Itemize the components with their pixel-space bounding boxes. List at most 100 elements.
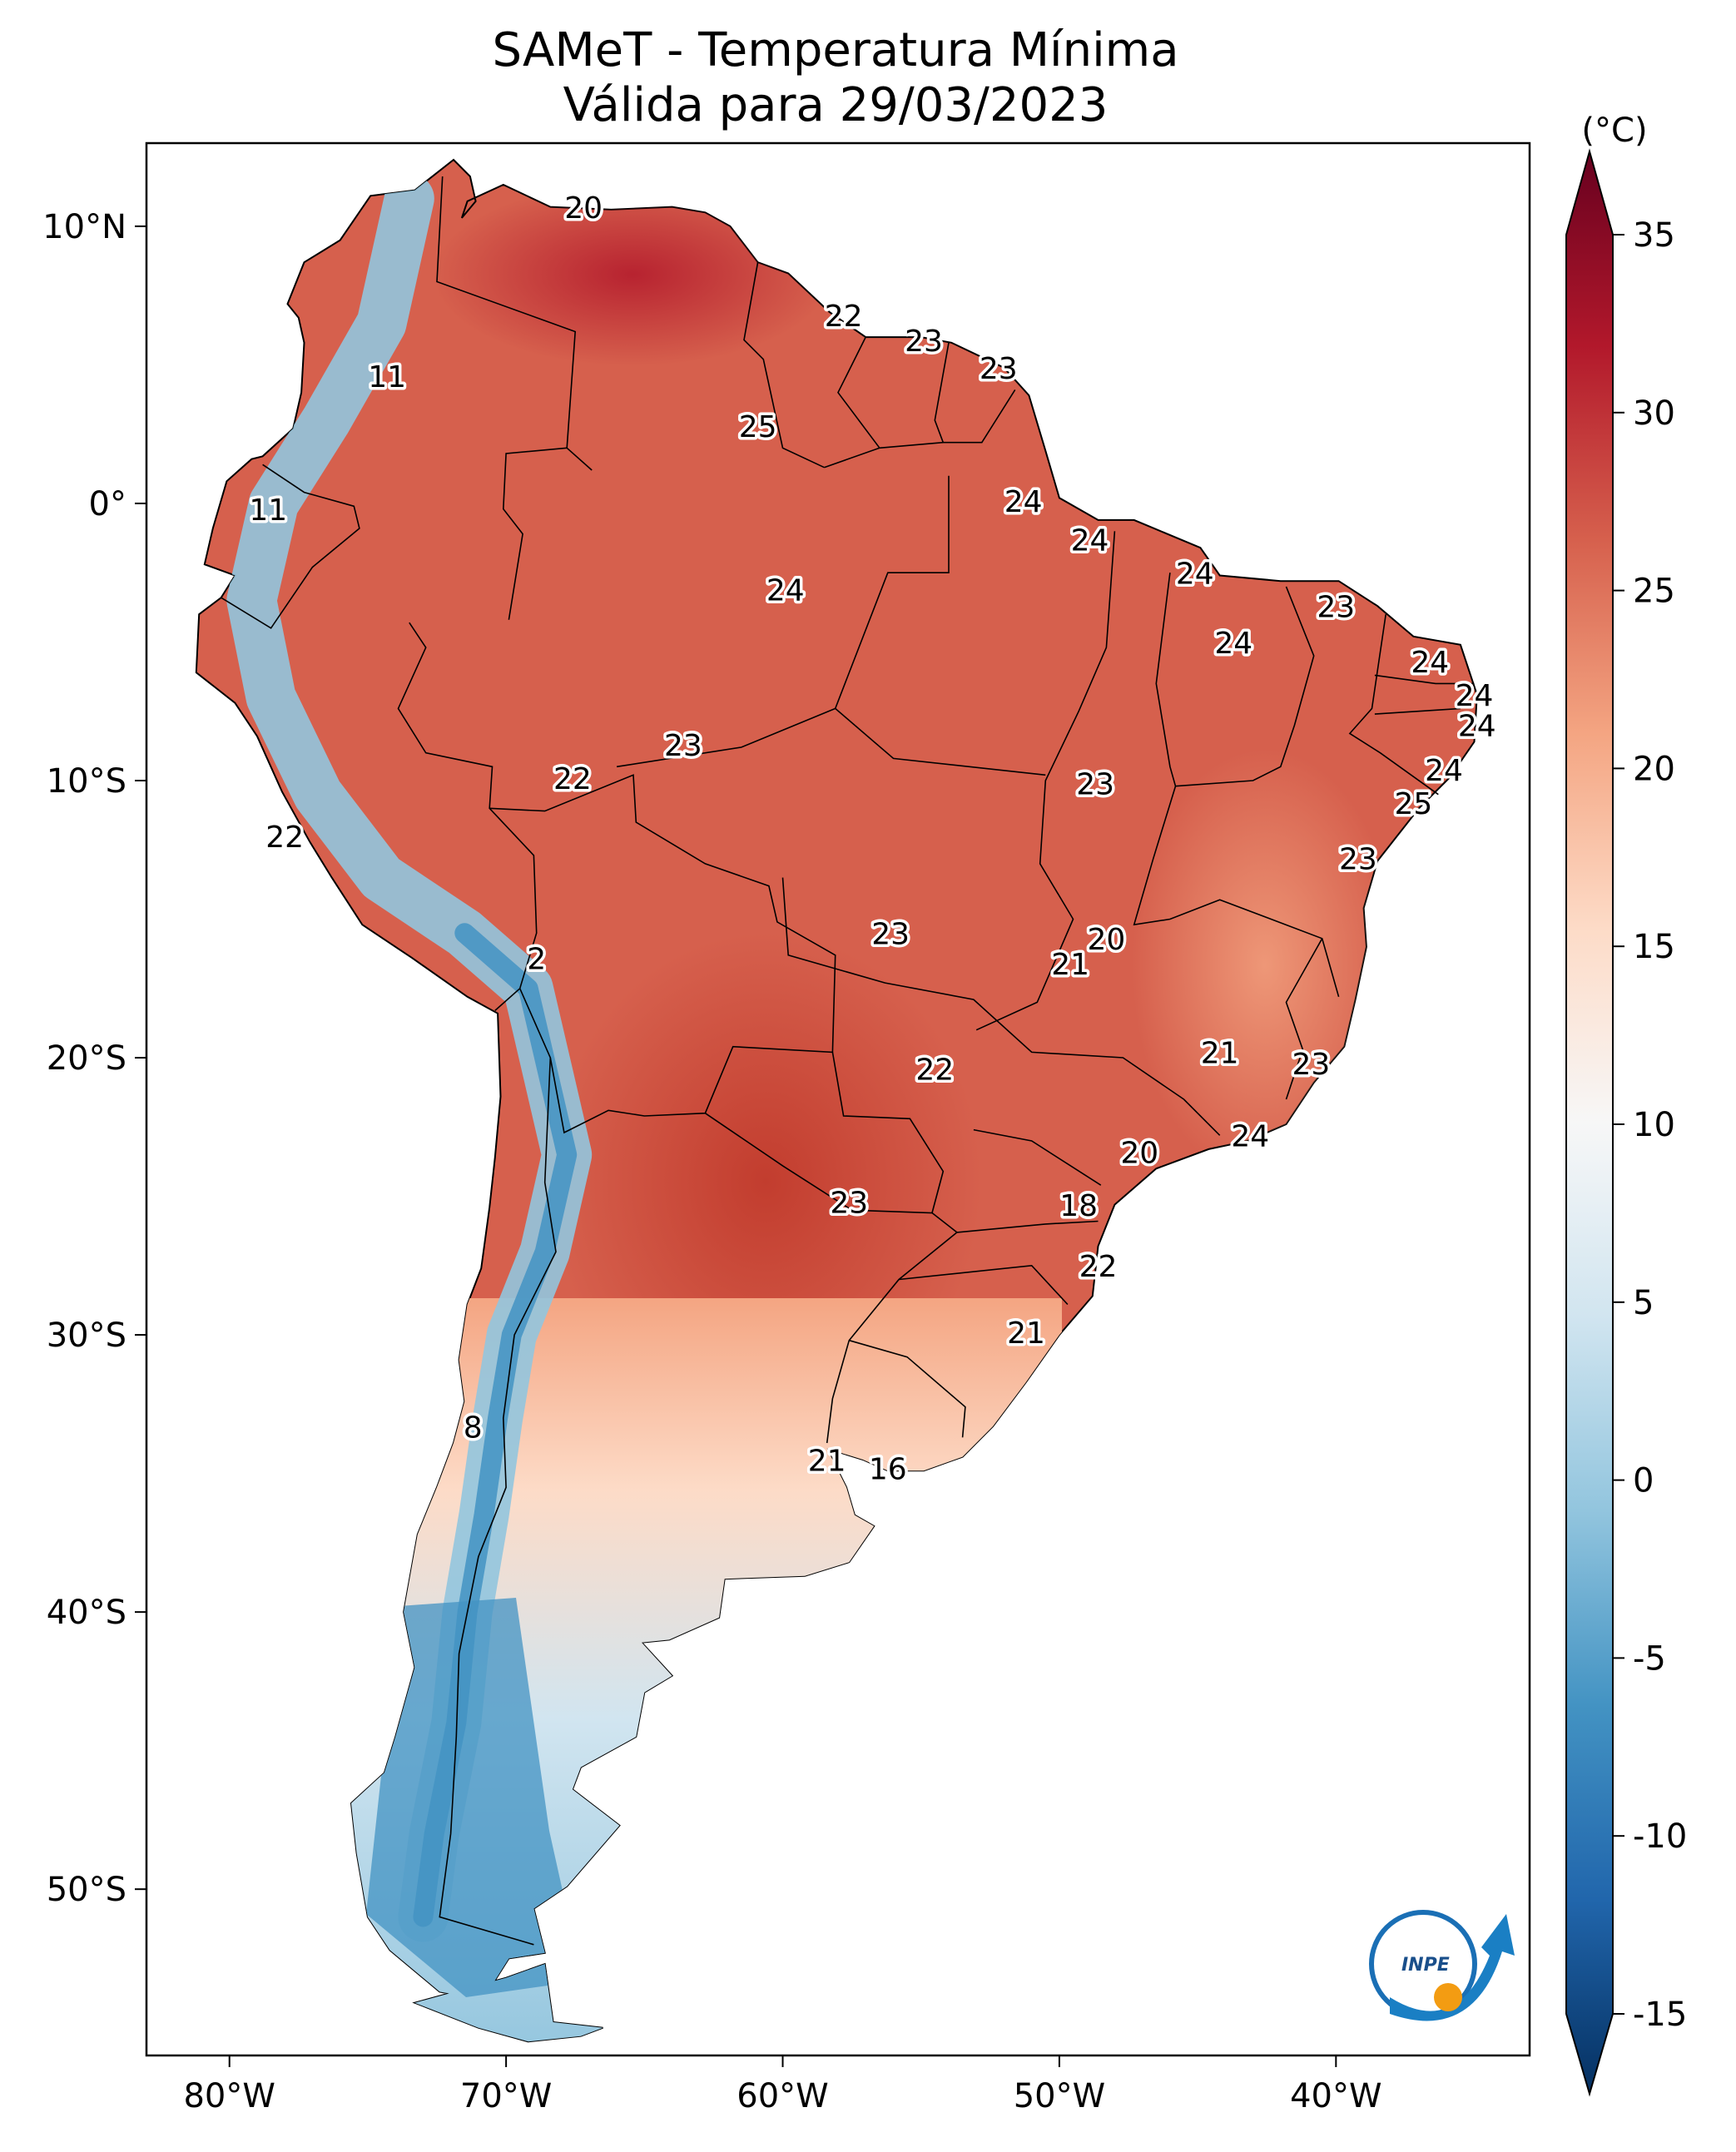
y-axis-ticks: 10°N 0° 10°S 20°S 30°S 40°S 50°S xyxy=(42,208,146,1909)
temperature-label: 22 xyxy=(825,300,863,334)
temperature-label: 11 xyxy=(249,493,287,528)
colorbar-tick-label: 20 xyxy=(1633,750,1675,788)
patagonia-cold xyxy=(366,1598,583,1997)
colorbar-tick-label: -15 xyxy=(1633,1996,1687,2034)
y-tick-label: 10°N xyxy=(42,208,126,246)
border-line xyxy=(1348,614,1439,796)
colorbar-tick-label: 30 xyxy=(1633,394,1675,433)
temperature-label: 18 xyxy=(1059,1189,1098,1223)
temperature-label: 20 xyxy=(1087,923,1125,957)
border-line xyxy=(973,1128,1102,1186)
colorbar: (°C) 35 30 25 20 15 10 5 0 -5 -10 -15 xyxy=(1565,112,1687,2097)
temperature-label: 16 xyxy=(869,1452,907,1486)
y-tick-label: 30°S xyxy=(47,1316,126,1355)
temperature-label: 2 xyxy=(527,943,546,977)
y-tick-label: 0° xyxy=(89,485,126,523)
colorbar-tick-label: 35 xyxy=(1633,216,1675,255)
x-tick-label: 80°W xyxy=(183,2077,275,2115)
border-line xyxy=(824,389,1016,469)
border-line xyxy=(704,1052,945,1214)
temperature-label: 23 xyxy=(1317,591,1355,625)
x-tick-label: 70°W xyxy=(460,2077,552,2115)
temperature-label: 23 xyxy=(980,352,1018,386)
y-tick-label: 20°S xyxy=(47,1039,126,1078)
logo-text: INPE xyxy=(1401,1955,1450,1976)
colorbar-tick-label: 0 xyxy=(1633,1462,1654,1500)
border-line xyxy=(502,447,568,620)
temperature-label: 23 xyxy=(1339,843,1377,877)
temperature-label: 22 xyxy=(1079,1250,1118,1284)
temperature-label: 24 xyxy=(1425,754,1463,788)
temperature-label: 21 xyxy=(808,1444,846,1478)
border-line xyxy=(221,464,360,629)
y-tick-label: 40°S xyxy=(47,1594,126,1632)
temperature-label: 24 xyxy=(1071,524,1109,558)
temperature-label: 20 xyxy=(1120,1137,1158,1171)
border-line xyxy=(899,1264,1069,1306)
colorbar-ticks: 35 30 25 20 15 10 5 0 -5 -10 -15 xyxy=(1613,216,1687,2034)
border-line xyxy=(616,475,950,768)
border-line xyxy=(1133,573,1340,998)
temperature-label: 21 xyxy=(1007,1316,1045,1351)
chart-title: SAMeT - Temperatura Mínima xyxy=(492,23,1179,77)
colorbar-tick-label: 15 xyxy=(1633,928,1675,966)
country-borders xyxy=(221,176,1475,1946)
temperature-label: 25 xyxy=(739,410,777,444)
temperature-label: 23 xyxy=(1076,768,1114,802)
temperature-label: 23 xyxy=(830,1187,868,1221)
y-tick-label: 50°S xyxy=(47,1871,126,1909)
temperature-label: 11 xyxy=(368,360,406,394)
temperature-label: 24 xyxy=(1456,679,1494,713)
border-line xyxy=(826,1212,959,1444)
border-line xyxy=(975,531,1116,1031)
border-line xyxy=(837,336,880,449)
border-line xyxy=(1374,674,1475,685)
border-line xyxy=(397,622,538,1011)
colorbar-tick-label: 5 xyxy=(1633,1284,1654,1322)
colorbar-body xyxy=(1565,148,1614,2097)
border-line xyxy=(956,1220,1099,1233)
temperature-label: 24 xyxy=(1176,558,1214,592)
logo-sun-icon xyxy=(1434,1983,1462,2011)
border-line xyxy=(1374,707,1461,715)
border-line xyxy=(743,262,825,469)
x-axis-ticks: 80°W 70°W 60°W 50°W 40°W xyxy=(183,2055,1382,2115)
x-tick-label: 50°W xyxy=(1014,2077,1105,2115)
logo-arrow-icon xyxy=(1390,1914,1515,2021)
temperature-label: 21 xyxy=(1201,1037,1239,1071)
temperature-label: 21 xyxy=(1051,948,1089,982)
colorbar-unit: (°C) xyxy=(1581,112,1647,150)
colorbar-tick-label: -10 xyxy=(1633,1817,1687,1856)
temperature-label: 23 xyxy=(1292,1048,1330,1082)
temperature-label: 24 xyxy=(1214,627,1252,661)
temperature-label: 23 xyxy=(871,918,910,952)
temperature-label: 20 xyxy=(564,191,603,226)
border-line xyxy=(439,1057,557,1946)
temperature-label: 22 xyxy=(265,821,304,855)
temperature-label: 24 xyxy=(1458,710,1496,744)
border-line xyxy=(835,707,1046,776)
y-tick-label: 10°S xyxy=(47,762,126,801)
temperature-label: 24 xyxy=(766,574,805,608)
colorbar-tick-label: -5 xyxy=(1633,1639,1666,1678)
x-tick-label: 60°W xyxy=(737,2077,828,2115)
temperature-label: 24 xyxy=(1231,1120,1269,1154)
temperature-label: 23 xyxy=(905,325,943,359)
border-line xyxy=(489,774,836,1134)
colorbar-tick-label: 10 xyxy=(1633,1106,1675,1144)
temperature-label: 25 xyxy=(1394,787,1432,821)
map-axes: 80°W 70°W 60°W 50°W 40°W 10°N 0° 10°S 20°S 30°S 4… xyxy=(42,141,1531,2115)
border-line xyxy=(436,176,593,471)
border-line xyxy=(1175,586,1315,787)
border-line xyxy=(1285,938,1323,1100)
border-line xyxy=(781,877,1221,1136)
colorbar-tick-label: 25 xyxy=(1633,573,1675,611)
border-line xyxy=(849,1339,966,1438)
chart-subtitle: Válida para 29/03/2023 xyxy=(563,78,1109,132)
temperature-label: 23 xyxy=(664,729,702,763)
temperature-label: 22 xyxy=(915,1054,954,1088)
temperature-label: 22 xyxy=(553,762,592,796)
inpe-logo: INPE xyxy=(1369,1910,1515,2021)
